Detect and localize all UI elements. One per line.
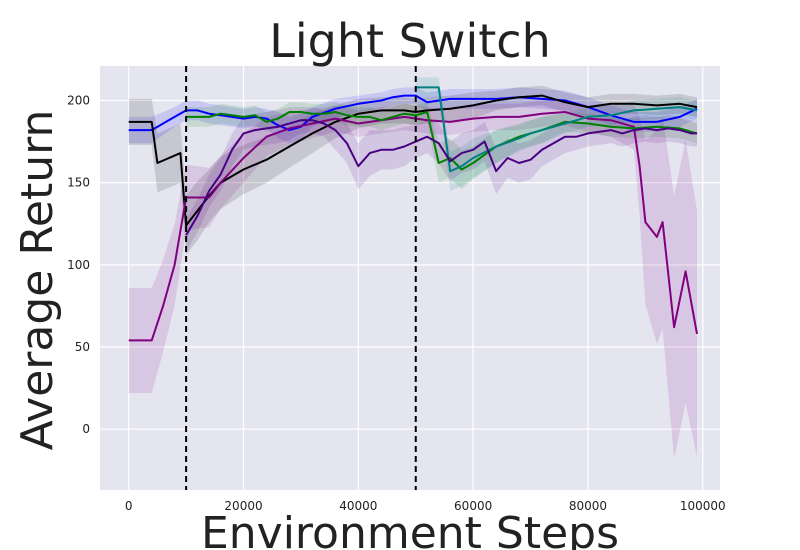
series-band-6	[186, 107, 697, 252]
y-tick-label: 100	[67, 258, 90, 272]
x-tick-label: 40000	[339, 499, 377, 513]
series-band-4	[186, 102, 697, 190]
x-tick-label: 60000	[454, 499, 492, 513]
y-tick-label: 0	[82, 422, 90, 436]
series-line-3	[128, 111, 698, 342]
x-tick-label: 100000	[680, 499, 726, 513]
y-tick-label: 200	[67, 94, 90, 108]
x-tick-label: 20000	[224, 499, 262, 513]
x-axis-label: Environment Steps	[201, 508, 619, 550]
series-line-5	[415, 86, 698, 173]
series-band-1	[128, 87, 697, 144]
chart-title: Light Switch	[269, 14, 551, 68]
x-tick-label: 0	[125, 499, 133, 513]
x-tick-labels: 0 20000 40000 60000 80000 100000	[125, 499, 726, 513]
y-tick-label: 50	[75, 340, 90, 354]
grid-lines	[100, 66, 720, 490]
y-axis-label: Average Return	[12, 110, 63, 451]
plot-background	[100, 66, 720, 490]
confidence-bands	[128, 77, 697, 459]
y-tick-labels: 0 50 100 150 200	[67, 94, 90, 437]
phase-markers	[185, 66, 417, 490]
y-tick-label: 150	[67, 176, 90, 190]
x-tick-label: 80000	[569, 499, 607, 513]
series-lines	[128, 86, 698, 342]
series-line-6	[185, 119, 697, 236]
series-line-2	[128, 94, 698, 227]
series-band-5	[415, 77, 697, 191]
series-band-3	[128, 98, 697, 459]
